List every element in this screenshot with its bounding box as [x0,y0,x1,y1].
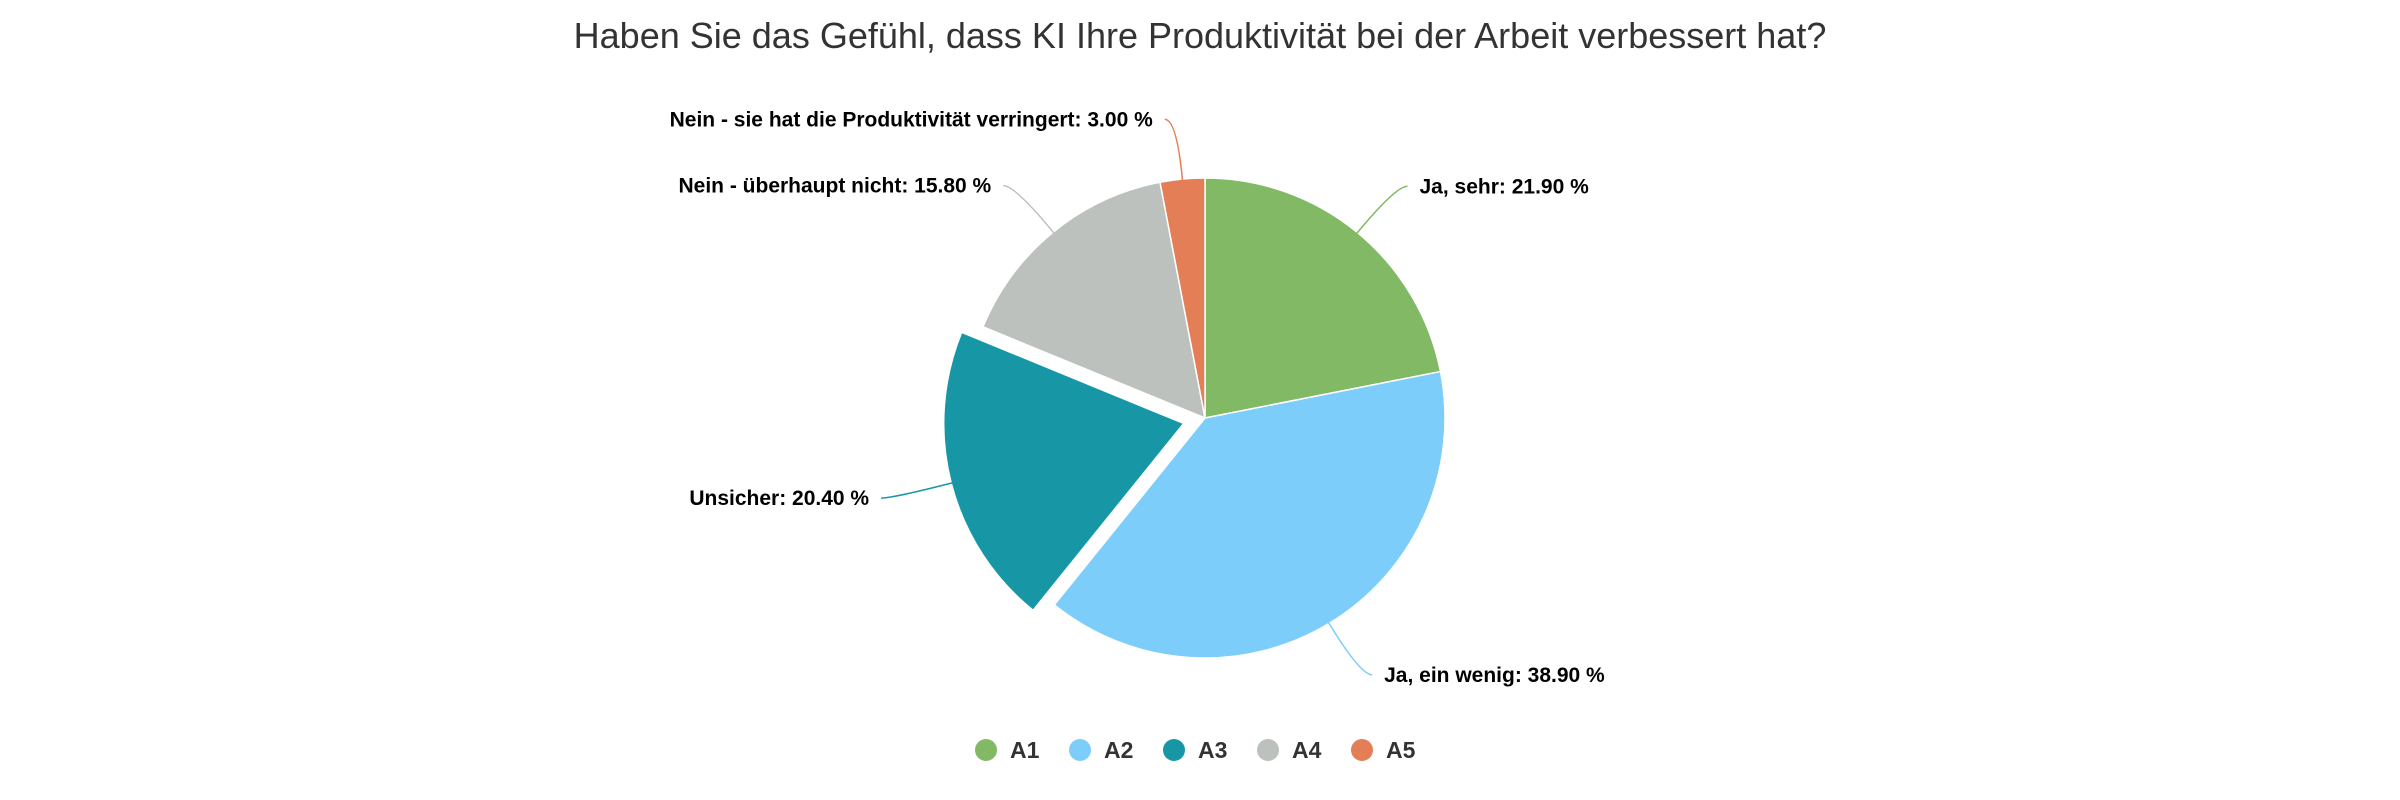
legend-marker [975,739,997,761]
legend-marker [1163,739,1185,761]
connector-ja-sehr [1355,185,1408,235]
data-label-ja-sehr: Ja, sehr: 21.90 % [1420,175,1590,198]
label-connectors [881,118,1408,676]
legend-label: A1 [1010,737,1040,763]
data-labels: Ja, sehr: 21.90 % Ja, ein wenig: 38.90 % U… [670,108,1605,686]
legend-item-a3[interactable]: A3 [1163,737,1227,763]
legend-item-a1[interactable]: A1 [975,737,1040,763]
legend-marker [1257,739,1279,761]
connector-nein-ueberhaupt-nicht [1003,184,1056,235]
data-label-nein-sie-hat-die-produktivitaet-verringert: Nein - sie hat die Produktivität verring… [670,108,1153,131]
legend-item-a2[interactable]: A2 [1069,737,1133,763]
legend-marker [1069,739,1091,761]
data-label-ja-ein-wenig: Ja, ein wenig: 38.90 % [1384,664,1605,687]
legend-label: A5 [1386,737,1416,763]
legend-label: A3 [1198,737,1227,763]
data-label-nein-ueberhaupt-nicht: Nein - überhaupt nicht: 15.80 % [679,175,992,198]
legend-label: A4 [1292,737,1322,763]
pie-slices [942,177,1446,659]
connector-ja-ein-wenig [1327,621,1373,676]
legend-label: A2 [1104,737,1133,763]
legend: A1 A2 A3 A4 A5 [975,737,1416,763]
legend-item-a5[interactable]: A5 [1351,737,1416,763]
chart-title: Haben Sie das Gefühl, dass KI Ihre Produ… [574,15,1827,56]
connector-nein-sie-hat-die-produktivitaet-verringert [1164,118,1184,182]
connector-unsicher [881,481,954,499]
legend-item-a4[interactable]: A4 [1257,737,1322,763]
data-label-unsicher: Unsicher: 20.40 % [689,487,869,510]
legend-marker [1351,739,1373,761]
